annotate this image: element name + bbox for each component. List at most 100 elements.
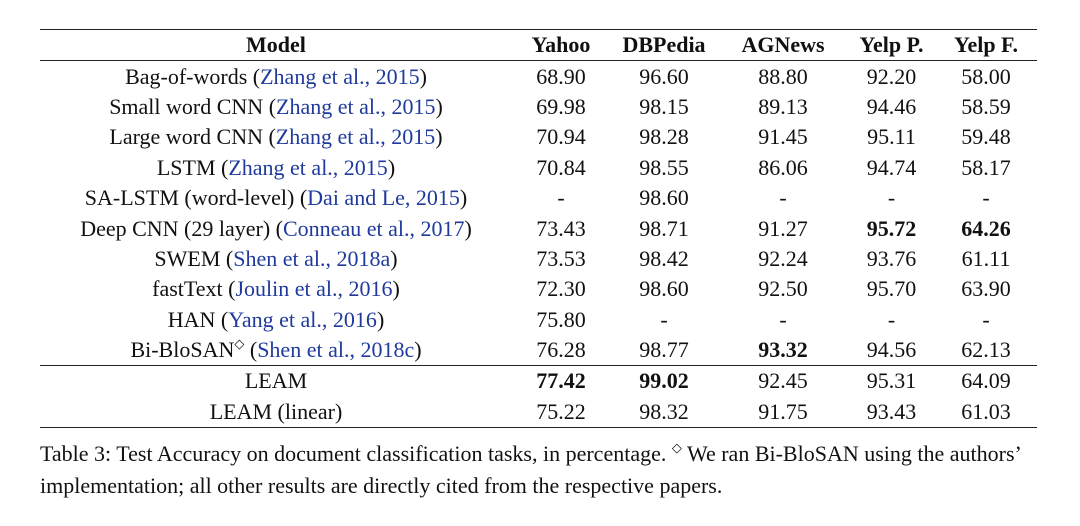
citation-link: Zhang et al., 2015 (228, 154, 388, 180)
value-cell: 62.13 (961, 337, 1011, 363)
text: ) (419, 63, 427, 89)
value-cell: 64.09 (961, 368, 1011, 394)
citation-link: Zhang et al., 2015 (275, 124, 436, 150)
caption: Table 3: Test Accuracy on document class… (40, 438, 1060, 502)
value-cell: 73.43 (536, 215, 586, 241)
column-header: Model (246, 32, 306, 58)
value-cell: 95.11 (867, 124, 916, 150)
value-cell: 98.55 (639, 154, 689, 180)
value-cell: 59.48 (961, 124, 1011, 150)
value-cell: - (887, 185, 896, 211)
table-row: Deep CNN (29 layer) (Conneau et al., 201… (40, 213, 1037, 243)
value-cell: - (982, 185, 990, 211)
table-row: Bi-BloSAN◇ (Shen et al., 2018c) 76.28 98.7… (40, 335, 1037, 366)
value-cell: 70.84 (536, 154, 586, 180)
row-group: Bag-of-words (Zhang et al., 2015) 68.90 96… (40, 61, 1037, 366)
table-row: fastText (Joulin et al., 2016) 72.30 98.60… (40, 274, 1037, 304)
value-cell: 91.75 (758, 398, 808, 424)
value-cell: 94.46 (866, 93, 917, 119)
model-cell: fastText (Joulin et al., 2016) (40, 274, 512, 304)
text: ) (459, 185, 468, 211)
citation-link: Zhang et al., 2015 (260, 63, 420, 89)
table-row: SA-LSTM (word-level) (Dai and Le, 2015) -… (40, 183, 1037, 213)
citation-link: Yang et al., 2016 (228, 306, 377, 332)
table-row: LEAM (linear) 75.22 98.32 91.75 93.43 61.03 (40, 397, 1037, 428)
value-cell: 98.42 (639, 245, 689, 271)
column-header: Yelp F. (954, 32, 1018, 58)
value-cell: 61.03 (961, 398, 1011, 424)
value-cell: 95.70 (866, 276, 917, 302)
model-cell: HAN (Yang et al., 2016) (40, 305, 512, 335)
superscript: ◇ (671, 440, 682, 455)
value-cell: 73.53 (536, 245, 586, 271)
text: HAN ( (167, 306, 229, 332)
value-cell: 64.26 (961, 215, 1011, 241)
citation-link: Shen et al., 2018c (257, 337, 415, 363)
value-cell: 88.80 (758, 63, 808, 89)
citation-link: Joulin et al., 2016 (235, 276, 393, 302)
table-row: LSTM (Zhang et al., 2015) 70.84 98.55 86.06… (40, 153, 1037, 183)
text: LSTM ( (156, 154, 229, 180)
text: SWEM ( (154, 245, 234, 271)
value-cell: 89.13 (758, 93, 808, 119)
value-cell: 93.43 (866, 398, 917, 424)
column-header: Yelp P. (859, 32, 924, 58)
text: Bi-BloSAN (130, 337, 235, 363)
row-group: LEAM 77.42 99.02 92.45 95.31 64.09 LEAM (linea… (40, 365, 1037, 428)
text: fastText ( (152, 276, 236, 302)
text: ) (435, 124, 443, 150)
superscript: ◇ (234, 336, 245, 352)
table-row: HAN (Yang et al., 2016) 75.80 - - - - (40, 305, 1037, 335)
value-cell: 76.28 (536, 337, 586, 363)
column-header: DBPedia (622, 32, 706, 58)
text: Bag-of-words ( (125, 63, 261, 89)
table-row: Large word CNN (Zhang et al., 2015) 70.94… (40, 122, 1037, 152)
value-cell: - (779, 185, 787, 211)
value-cell: 98.60 (639, 276, 689, 302)
text: ) (390, 245, 398, 271)
model-cell: Small word CNN (Zhang et al., 2015) (40, 92, 512, 122)
value-cell: 98.71 (639, 215, 689, 241)
value-cell: 94.56 (866, 337, 917, 363)
value-cell: 86.06 (758, 154, 808, 180)
model-cell: SWEM (Shen et al., 2018a) (40, 244, 512, 274)
citation-link: Shen et al., 2018a (233, 245, 391, 271)
table-row: LEAM 77.42 99.02 92.45 95.31 64.09 (40, 365, 1037, 397)
value-cell: - (557, 185, 565, 211)
value-cell: 58.00 (961, 63, 1011, 89)
value-cell: 98.60 (639, 185, 689, 211)
value-cell: - (779, 306, 787, 332)
value-cell: 75.80 (536, 306, 586, 332)
text: LEAM (244, 368, 308, 394)
value-cell: 91.27 (758, 215, 808, 241)
text: ) (435, 93, 443, 119)
text: Large word CNN ( (109, 124, 276, 150)
value-cell: 91.45 (758, 124, 808, 150)
value-cell: 77.42 (536, 368, 586, 394)
text: ) (392, 276, 400, 302)
text: ) (464, 215, 472, 241)
value-cell: 99.02 (639, 368, 689, 394)
value-cell: 92.45 (758, 368, 808, 394)
text: ( (244, 337, 258, 363)
value-cell: 98.28 (639, 124, 689, 150)
text: ) (414, 337, 422, 363)
text: LEAM (linear) (209, 398, 343, 424)
header-row: Model Yahoo DBPedia AGNews Yelp P. Yelp F. (40, 29, 1037, 61)
results-table: Model Yahoo DBPedia AGNews Yelp P. Yelp F. Ba… (40, 29, 1037, 428)
value-cell: 70.94 (536, 124, 586, 150)
value-cell: 94.74 (866, 154, 917, 180)
text: SA-LSTM (word-level) ( (84, 185, 308, 211)
text: ) (376, 306, 385, 332)
model-cell: LEAM (40, 366, 512, 397)
text: ) (387, 154, 396, 180)
value-cell: 93.32 (758, 337, 808, 363)
model-cell: SA-LSTM (word-level) (Dai and Le, 2015) (40, 183, 512, 213)
value-cell: 72.30 (536, 276, 586, 302)
value-cell: 58.17 (961, 154, 1011, 180)
value-cell: 95.72 (866, 215, 917, 241)
value-cell: 98.32 (639, 398, 689, 424)
value-cell: 96.60 (639, 63, 689, 89)
value-cell: 69.98 (536, 93, 586, 119)
